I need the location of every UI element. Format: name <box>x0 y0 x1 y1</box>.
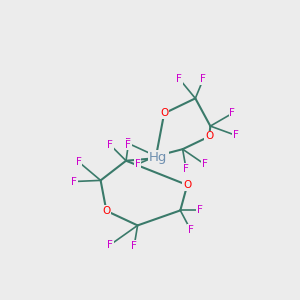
Text: F: F <box>76 157 82 167</box>
Text: F: F <box>183 164 189 174</box>
Text: F: F <box>197 206 203 215</box>
Text: F: F <box>135 159 140 169</box>
Text: F: F <box>200 74 206 84</box>
Text: F: F <box>71 176 77 187</box>
Text: F: F <box>107 240 113 250</box>
Text: Hg: Hg <box>149 152 168 164</box>
Text: O: O <box>160 108 168 118</box>
Text: F: F <box>125 140 131 150</box>
Text: F: F <box>188 225 194 235</box>
Text: F: F <box>125 138 131 148</box>
Text: F: F <box>202 159 208 169</box>
Text: O: O <box>102 206 110 216</box>
Text: O: O <box>183 180 191 190</box>
Text: F: F <box>233 130 239 140</box>
Text: F: F <box>107 140 113 150</box>
Text: F: F <box>230 108 235 118</box>
Text: F: F <box>176 74 182 84</box>
Text: O: O <box>205 131 213 142</box>
Text: F: F <box>131 241 137 251</box>
